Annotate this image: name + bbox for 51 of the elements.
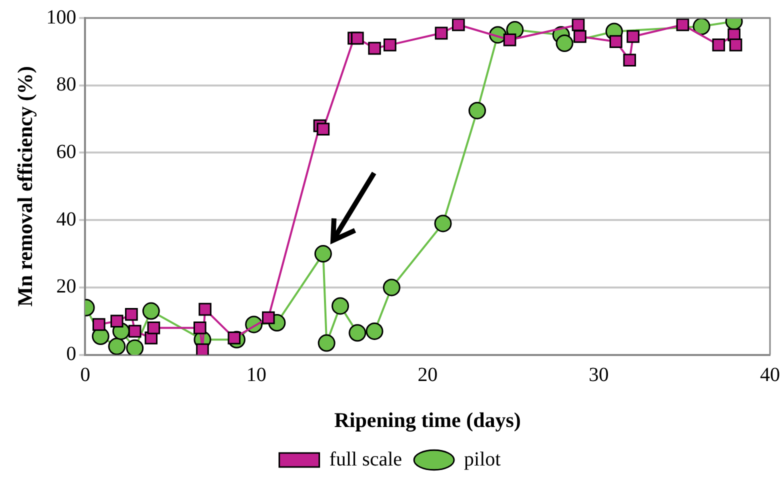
y-tick-label: 100 [46, 6, 76, 28]
point [108, 338, 126, 355]
point [384, 38, 396, 52]
point [610, 35, 622, 48]
point [729, 38, 742, 52]
y-axis-title: Mn removal efficiency (%) [13, 66, 38, 307]
point [712, 38, 726, 52]
y-tick-label: 20 [56, 276, 76, 298]
point [332, 297, 350, 315]
point [142, 302, 160, 320]
x-axis-title: Ripening time (days) [334, 408, 521, 432]
legend-label: pilot [464, 448, 502, 470]
point [434, 26, 448, 40]
point [314, 245, 332, 263]
point [623, 54, 636, 67]
x-tick-label: 20 [418, 364, 438, 386]
point [262, 311, 275, 324]
point [574, 30, 586, 43]
x-tick-label: 40 [760, 364, 780, 386]
point [468, 102, 486, 120]
point [126, 339, 144, 355]
point [434, 214, 452, 232]
point [626, 30, 640, 43]
point [692, 18, 710, 36]
point [382, 278, 400, 296]
point [125, 308, 138, 321]
point [110, 314, 124, 328]
legend-label: full scale [329, 448, 402, 470]
point [556, 34, 574, 52]
x-tick-label: 10 [246, 364, 266, 386]
point [318, 334, 336, 352]
point [316, 122, 330, 136]
point [351, 32, 364, 45]
point [198, 302, 212, 316]
y-tick-label: 80 [56, 74, 76, 96]
point [452, 18, 465, 32]
point [92, 318, 106, 331]
point [368, 42, 381, 55]
point [128, 324, 142, 338]
x-tick-label: 30 [588, 364, 609, 386]
point [503, 33, 516, 46]
y-tick-label: 0 [66, 343, 76, 366]
x-tick-label: 0 [80, 364, 90, 386]
point [366, 322, 384, 340]
point [193, 321, 206, 334]
point [147, 321, 160, 334]
y-tick-label: 60 [56, 140, 76, 163]
point [676, 18, 690, 32]
point [196, 343, 209, 355]
y-tick-label: 40 [56, 208, 76, 230]
point [348, 324, 366, 342]
